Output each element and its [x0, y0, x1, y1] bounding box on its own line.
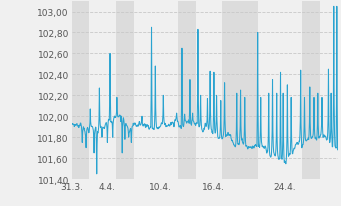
Bar	[72, 2, 89, 179]
Bar	[222, 2, 258, 179]
Bar	[178, 2, 196, 179]
Bar	[302, 2, 320, 179]
Bar	[116, 2, 134, 179]
